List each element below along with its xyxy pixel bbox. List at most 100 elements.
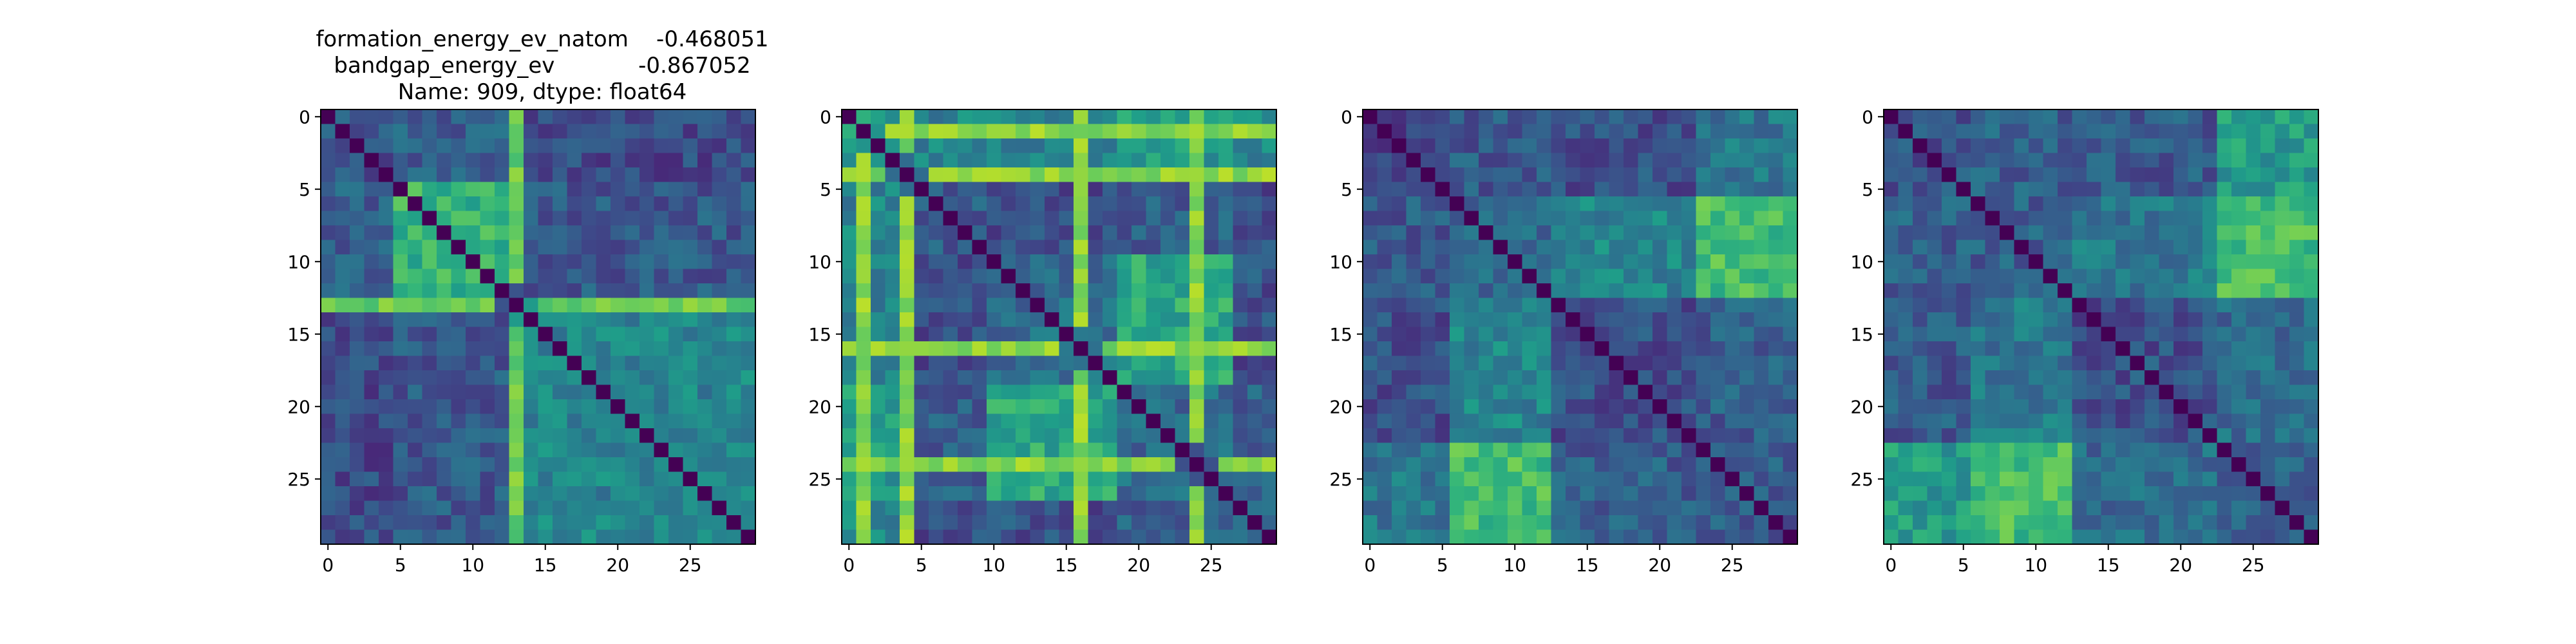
heatmap-cell [2101, 529, 2116, 545]
heatmap-cell [1638, 471, 1653, 487]
heatmap-cell [683, 399, 698, 415]
heatmap-cell [1001, 138, 1016, 154]
heatmap-cell [625, 182, 640, 197]
heatmap-cell [1030, 312, 1045, 328]
heatmap-cell [2087, 211, 2102, 226]
heatmap-cell [466, 167, 481, 183]
heatmap-cell [1175, 486, 1190, 502]
heatmap-cell [1189, 269, 1205, 284]
heatmap-cell [1537, 355, 1552, 371]
heatmap-cell [321, 283, 336, 299]
heatmap-cell [1175, 515, 1190, 531]
heatmap-cell [1059, 327, 1074, 342]
heatmap-cell [422, 254, 437, 270]
heatmap-cell [726, 413, 742, 429]
heatmap-cell [1537, 225, 1552, 241]
heatmap-cell [1898, 370, 1913, 386]
heatmap-cell [611, 138, 626, 154]
heatmap-cell [1956, 486, 1971, 502]
heatmap-cell [2202, 312, 2218, 328]
heatmap-cell [2246, 413, 2261, 429]
heatmap-cell [2029, 399, 2044, 415]
heatmap-cell [871, 384, 886, 400]
heatmap-cell [1218, 312, 1234, 328]
heatmap-cell [567, 500, 582, 516]
heatmap-cell [1768, 254, 1784, 270]
heatmap-cell [1624, 283, 1639, 299]
heatmap-cell [2246, 298, 2261, 313]
y-tick-label: 20 [808, 396, 831, 417]
heatmap-cell [1783, 109, 1798, 125]
heatmap-cell [321, 298, 336, 313]
heatmap-cell [1942, 341, 1957, 357]
heatmap-cell [1233, 182, 1248, 197]
heatmap-cell [466, 109, 481, 125]
heatmap-cell [1233, 486, 1248, 502]
heatmap-cell [1971, 196, 1986, 212]
heatmap-cell [1551, 327, 1566, 342]
heatmap-cell [1435, 355, 1450, 371]
heatmap-cell [509, 153, 524, 168]
x-tick-label: 0 [1885, 554, 1897, 576]
heatmap-cell [1030, 442, 1045, 458]
heatmap-cell [929, 442, 944, 458]
heatmap-cell [929, 109, 944, 125]
heatmap-cell [2014, 240, 2029, 255]
heatmap-cell [437, 298, 452, 313]
heatmap-cell [582, 298, 597, 313]
heatmap-cell [1160, 182, 1176, 197]
heatmap-cell [1580, 457, 1595, 473]
heatmap-cell [958, 442, 973, 458]
heatmap-cell [1725, 442, 1740, 458]
heatmap-cell [1421, 298, 1436, 313]
heatmap-cell [1913, 269, 1928, 284]
heatmap-cell [2246, 457, 2261, 473]
heatmap-cell [1450, 442, 1465, 458]
heatmap-cell [1016, 298, 1031, 313]
heatmap-cell [2000, 471, 2015, 487]
heatmap-cell [321, 471, 336, 487]
heatmap-cell [885, 109, 900, 125]
heatmap-cell [364, 457, 379, 473]
heatmap-cell [1508, 327, 1523, 342]
heatmap-cell [2217, 196, 2232, 212]
heatmap-cell [1450, 428, 1465, 444]
heatmap-cell [2014, 167, 2029, 183]
heatmap-cell [943, 240, 958, 255]
heatmap-cell [639, 269, 655, 284]
heatmap-cell [2202, 442, 2218, 458]
heatmap-cell [1927, 355, 1942, 371]
heatmap-cell [1768, 471, 1784, 487]
heatmap-cell [1913, 471, 1928, 487]
heatmap-cell [972, 515, 987, 531]
heatmap-cell [1580, 182, 1595, 197]
heatmap-cell [1551, 370, 1566, 386]
heatmap-cell [1146, 109, 1161, 125]
heatmap-cell [943, 283, 958, 299]
heatmap-cell [726, 486, 742, 502]
heatmap-cell [1493, 196, 1508, 212]
heatmap-cell [625, 254, 640, 270]
heatmap-cell [871, 341, 886, 357]
heatmap-cell [1045, 428, 1060, 444]
heatmap-cell [379, 370, 394, 386]
heatmap-cell [625, 471, 640, 487]
heatmap-cell [2145, 471, 2160, 487]
heatmap-cell [1971, 384, 1986, 400]
heatmap-cell [335, 312, 350, 328]
heatmap-cell [466, 471, 481, 487]
heatmap-cell [1985, 399, 2000, 415]
heatmap-cell [1392, 124, 1407, 139]
heatmap-cell [1450, 355, 1465, 371]
heatmap-cell [1030, 413, 1045, 429]
heatmap-cell [2029, 269, 2044, 284]
heatmap-cell [1377, 225, 1392, 241]
heatmap-cell [1421, 312, 1436, 328]
heatmap-cell [1103, 109, 1118, 125]
heatmap-cell [1464, 355, 1479, 371]
heatmap-cell [2014, 138, 2029, 154]
heatmap-cell [943, 182, 958, 197]
heatmap-cell [596, 471, 611, 487]
heatmap-cell [2260, 283, 2276, 299]
heatmap-cell [1464, 500, 1479, 516]
